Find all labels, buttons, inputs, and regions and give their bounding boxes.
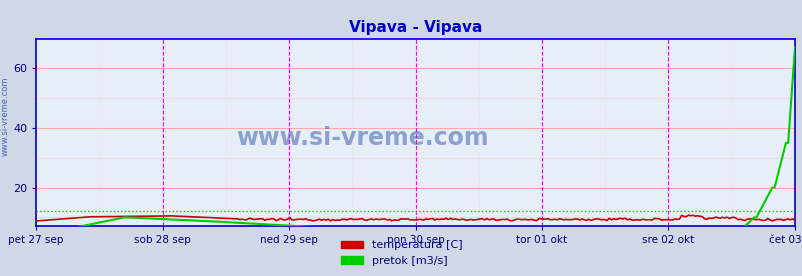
Title: Vipava - Vipava: Vipava - Vipava — [348, 20, 482, 35]
Text: www.si-vreme.com: www.si-vreme.com — [236, 126, 488, 150]
Text: www.si-vreme.com: www.si-vreme.com — [0, 76, 10, 156]
Legend: temperatura [C], pretok [m3/s]: temperatura [C], pretok [m3/s] — [336, 236, 466, 270]
